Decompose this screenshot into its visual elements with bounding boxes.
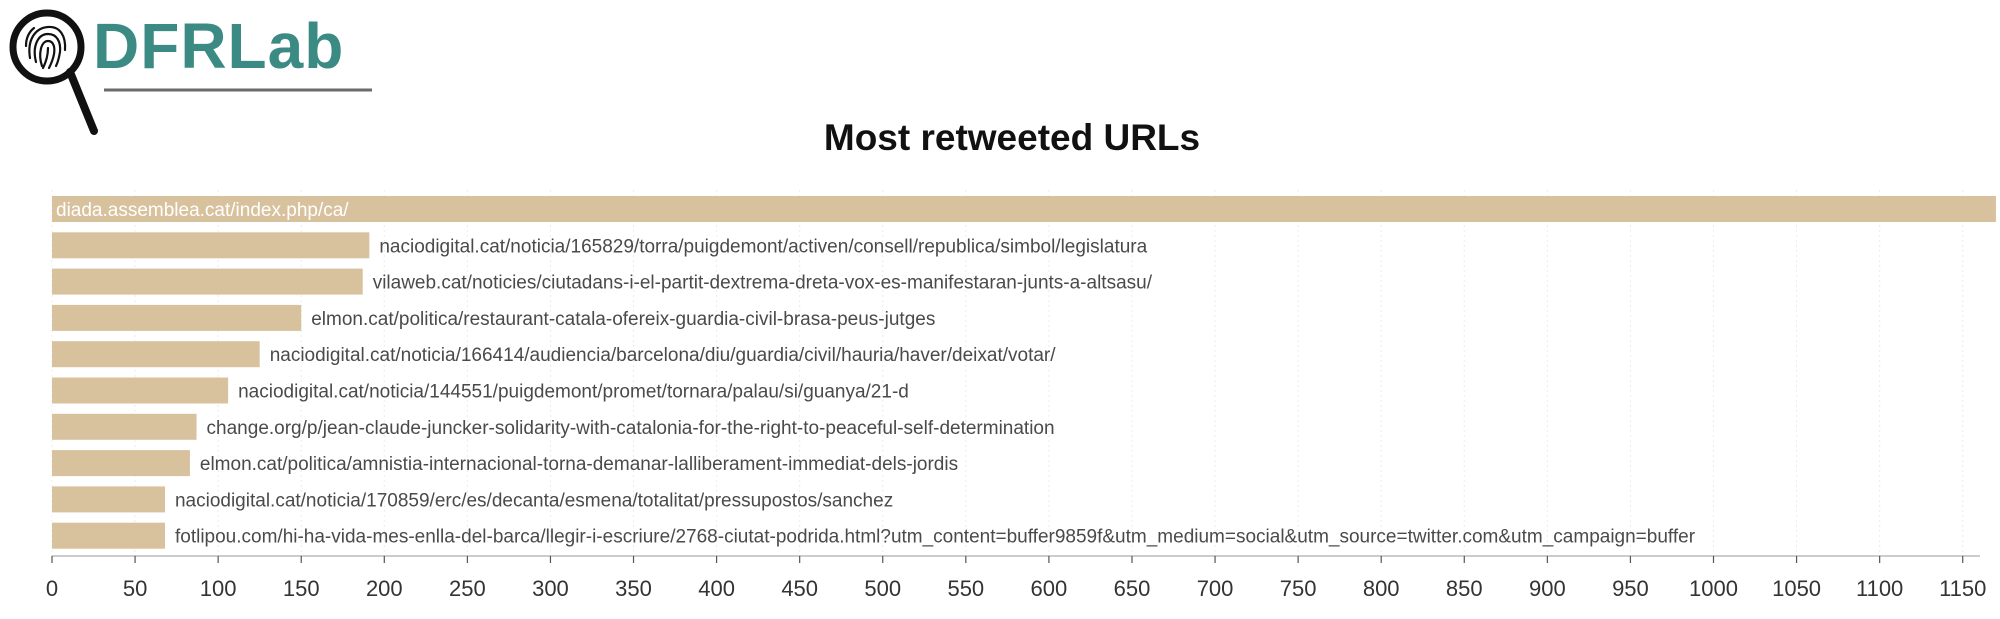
x-tick-label: 1000 — [1689, 576, 1738, 601]
bar-label: naciodigital.cat/noticia/170859/erc/es/d… — [175, 490, 893, 511]
bar — [52, 486, 165, 513]
bar-label: diada.assemblea.cat/index.php/ca/ — [56, 200, 349, 221]
x-tick-label: 800 — [1363, 576, 1400, 601]
bar-label: naciodigital.cat/noticia/166414/audienci… — [270, 345, 1057, 366]
x-tick-label: 600 — [1031, 576, 1068, 601]
x-axis: 0 50 100 150 200 250 300 350 400 450 500 550 600 650 7… — [46, 556, 1986, 601]
x-tick-label: 1050 — [1772, 576, 1821, 601]
x-tick-label: 150 — [283, 576, 320, 601]
x-tick-label: 750 — [1280, 576, 1317, 601]
bars — [52, 196, 1996, 549]
bar — [52, 377, 229, 404]
x-tick-label: 650 — [1114, 576, 1151, 601]
bar — [52, 341, 260, 368]
chart-title: Most retweeted URLs — [824, 117, 1200, 158]
bar — [52, 522, 165, 549]
bar-label: fotlipou.com/hi-ha-vida-mes-enlla-del-ba… — [175, 527, 1696, 548]
x-tick-label: 1150 — [1939, 576, 1986, 601]
x-tick-label: 400 — [698, 576, 735, 601]
x-tick-label: 700 — [1197, 576, 1234, 601]
dfrlab-logo: DFRLab — [9, 9, 372, 135]
bar-label: naciodigital.cat/noticia/144551/puigdemo… — [238, 382, 909, 403]
magnifier-fingerprint-icon — [9, 9, 98, 135]
x-tick-label: 0 — [46, 576, 58, 601]
x-tick-label: 350 — [615, 576, 652, 601]
bar — [52, 450, 190, 477]
x-tick-label: 500 — [864, 576, 901, 601]
x-tick-label: 1100 — [1856, 576, 1903, 601]
x-tick-label: 300 — [532, 576, 569, 601]
logo-wordmark: DFRLab — [93, 10, 344, 82]
bar-label: naciodigital.cat/noticia/165829/torra/pu… — [379, 236, 1147, 257]
bar — [52, 232, 370, 259]
x-tick-label: 550 — [947, 576, 984, 601]
x-tick-label: 250 — [449, 576, 486, 601]
x-tick-label: 450 — [781, 576, 818, 601]
bar — [52, 268, 363, 295]
bar-label: elmon.cat/politica/restaurant-catala-ofe… — [311, 309, 935, 330]
bar-label: change.org/p/jean-claude-juncker-solidar… — [207, 418, 1055, 439]
x-tick-label: 100 — [200, 576, 237, 601]
bar — [52, 196, 1996, 222]
bar-label: vilaweb.cat/noticies/ciutadans-i-el-part… — [373, 273, 1153, 294]
x-tick-label: 900 — [1529, 576, 1566, 601]
x-tick-label: 200 — [366, 576, 403, 601]
bar — [52, 413, 197, 440]
x-tick-label: 850 — [1446, 576, 1483, 601]
bar-labels: diada.assemblea.cat/index.php/ca/naciodi… — [56, 200, 1696, 548]
x-tick-label: 50 — [123, 576, 147, 601]
x-tick-label: 950 — [1612, 576, 1649, 601]
bar-label: elmon.cat/politica/amnistia-internaciona… — [200, 454, 958, 475]
bar — [52, 304, 302, 331]
